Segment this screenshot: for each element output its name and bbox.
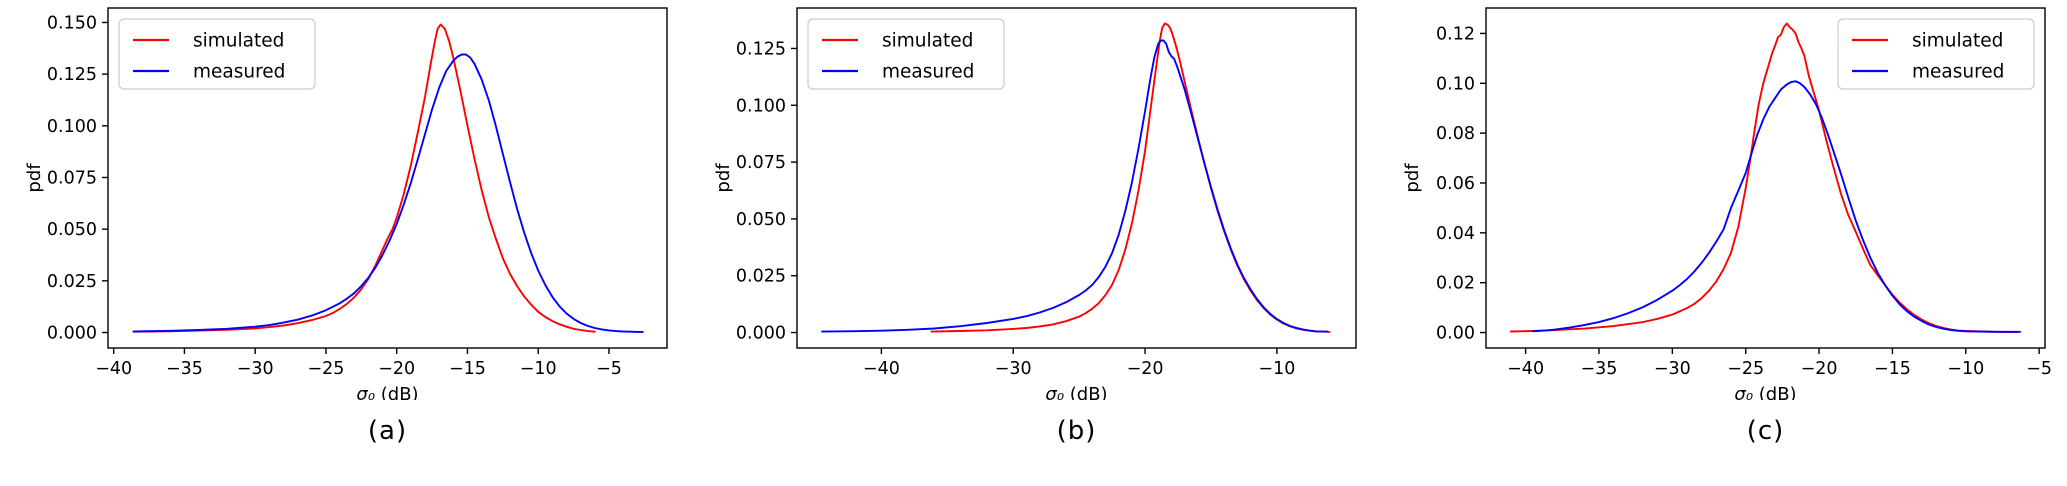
legend-label-simulated: simulated xyxy=(882,31,973,52)
y-tick-label: 0.100 xyxy=(47,117,97,137)
x-axis-label: σ₀ (dB) xyxy=(1045,384,1107,400)
panel-b: −40 −30 −20 −10 0.000 0.025 0.050 0.075 0.100 0.1… xyxy=(689,0,1378,486)
legend-label-simulated: simulated xyxy=(1912,31,2003,52)
y-tick-label: 0.000 xyxy=(47,323,97,343)
chart-b: −40 −30 −20 −10 0.000 0.025 0.050 0.075 0.100 0.1… xyxy=(713,7,1357,400)
series-line-simulated xyxy=(132,23,596,333)
y-tick-label: 0.02 xyxy=(1436,274,1475,294)
legend-label-measured: measured xyxy=(882,62,974,83)
legend-label-simulated: simulated xyxy=(193,31,284,52)
panel-a: −40 −35 −30 −25 −20 −15 −10 −5 0.000 0.025 0.050 0.… xyxy=(0,0,689,486)
legend-label-measured: measured xyxy=(193,62,285,83)
y-tick-label: 0.125 xyxy=(47,65,97,85)
x-tick-label: −35 xyxy=(1581,359,1618,379)
x-tick-label: −35 xyxy=(166,359,203,379)
chart-c: −40 −35 −30 −25 −20 −15 −10 −5 0.00 0.02 0.04 0.06 0… xyxy=(1402,7,2052,400)
y-tick-label: 0.125 xyxy=(736,39,786,59)
y-tick-label: 0.150 xyxy=(47,13,97,33)
y-tick-label: 0.100 xyxy=(736,96,786,116)
x-tick-label: −20 xyxy=(1127,359,1164,379)
series-line-measured xyxy=(132,53,644,333)
x-tick-label: −30 xyxy=(237,359,274,379)
y-tick-label: 0.075 xyxy=(736,153,786,173)
x-axis-label: σ₀ (dB) xyxy=(1734,384,1796,400)
legend-label-measured: measured xyxy=(1912,62,2004,83)
x-tick-label: −10 xyxy=(520,359,557,379)
x-tick-label: −10 xyxy=(1258,359,1295,379)
x-tick-label: −10 xyxy=(1947,359,1984,379)
x-tick-label: −20 xyxy=(1801,359,1838,379)
x-tick-label: −20 xyxy=(378,359,415,379)
y-tick-label: 0.06 xyxy=(1436,174,1475,194)
y-tick-label: 0.08 xyxy=(1436,124,1475,144)
plot-box xyxy=(796,7,1357,349)
y-axis-label: pdf xyxy=(24,163,45,193)
y-axis-label: pdf xyxy=(1402,163,1423,193)
x-tick-label: −30 xyxy=(995,359,1032,379)
y-tick-label: 0.050 xyxy=(736,210,786,230)
x-tick-label: −25 xyxy=(1727,359,1764,379)
x-tick-label: −40 xyxy=(1507,359,1544,379)
y-tick-label: 0.000 xyxy=(736,324,786,344)
panel-c: −40 −35 −30 −25 −20 −15 −10 −5 0.00 0.02 0.04 0.06 0… xyxy=(1378,0,2067,486)
y-tick-label: 0.075 xyxy=(47,168,97,188)
x-tick-label: −40 xyxy=(95,359,132,379)
x-axis-label: σ₀ (dB) xyxy=(356,384,418,400)
y-tick-label: 0.04 xyxy=(1436,224,1475,244)
y-tick-label: 0.025 xyxy=(47,272,97,292)
x-tick-label: −40 xyxy=(863,359,900,379)
series-line-measured xyxy=(821,39,1328,333)
x-tick-label: −30 xyxy=(1654,359,1691,379)
caption-c: (c) xyxy=(1746,416,1785,446)
y-tick-label: 0.025 xyxy=(736,267,786,287)
x-tick-label: −5 xyxy=(596,359,622,379)
series-line-measured xyxy=(1532,80,2022,333)
chart-a: −40 −35 −30 −25 −20 −15 −10 −5 0.000 0.025 0.050 0.… xyxy=(24,7,668,400)
y-axis-label: pdf xyxy=(713,163,734,193)
y-tick-label: 0.10 xyxy=(1436,74,1475,94)
x-tick-label: −5 xyxy=(2026,359,2052,379)
x-tick-label: −25 xyxy=(307,359,344,379)
y-tick-label: 0.12 xyxy=(1436,24,1475,44)
series-line-simulated xyxy=(1509,22,2019,333)
caption-a: (a) xyxy=(367,416,408,446)
x-tick-label: −15 xyxy=(1874,359,1911,379)
y-tick-label: 0.050 xyxy=(47,220,97,240)
y-tick-label: 0.00 xyxy=(1436,324,1475,344)
caption-b: (b) xyxy=(1056,416,1097,446)
x-tick-label: −15 xyxy=(449,359,486,379)
plot-box xyxy=(1485,7,2046,349)
